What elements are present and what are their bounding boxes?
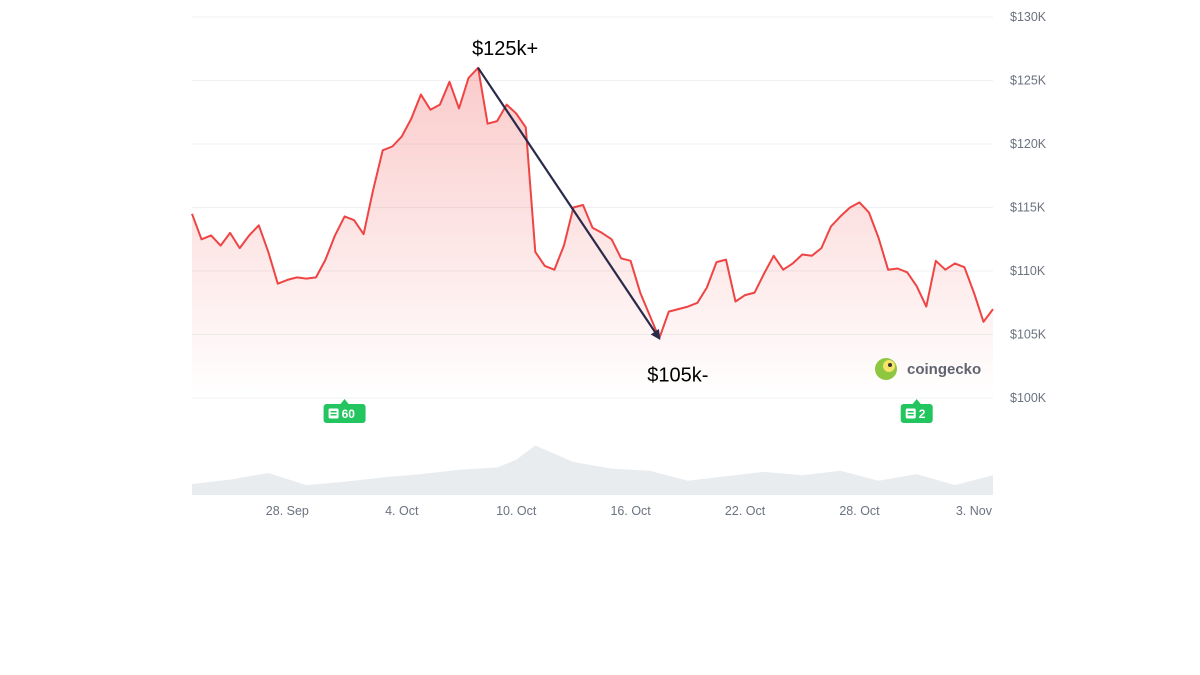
- y-axis-labels: $100K $105K $110K $115K $120K $125K $130K: [1010, 10, 1047, 405]
- y-tick-label: $125K: [1010, 74, 1047, 88]
- price-area: [192, 67, 993, 399]
- x-axis-labels: 28. Sep 4. Oct 10. Oct 16. Oct 22. Oct 28. Oc…: [266, 504, 993, 518]
- news-icon: [328, 408, 339, 419]
- trend-arrow: [477, 67, 661, 340]
- news-badge[interactable]: 2: [900, 399, 933, 423]
- y-tick-label: $105K: [1010, 328, 1047, 342]
- volume-area: [192, 445, 993, 495]
- news-icon-line: [907, 411, 914, 413]
- gecko-eye-icon: [888, 363, 892, 367]
- y-tick-label: $115K: [1010, 201, 1046, 215]
- price-line: [191, 66, 994, 340]
- x-tick-label: 4. Oct: [385, 504, 419, 518]
- y-tick-label: $110K: [1010, 264, 1046, 278]
- y-tick-label: $100K: [1010, 391, 1047, 405]
- annotations: $125k+ $105k-: [472, 38, 708, 387]
- news-badges[interactable]: 60 2: [323, 399, 933, 423]
- annotation-low: $105k-: [647, 364, 708, 386]
- badge-count: 60: [342, 407, 356, 421]
- badge-pointer: [340, 399, 349, 404]
- news-icon: [905, 408, 916, 419]
- brand-name: coingecko: [907, 361, 981, 378]
- price-series-line: [191, 66, 994, 340]
- news-icon-line: [907, 414, 914, 416]
- x-tick-label: 3. Nov: [956, 504, 993, 518]
- volume-shape: [192, 445, 993, 495]
- x-tick-label: 16. Oct: [610, 504, 651, 518]
- news-badge[interactable]: 60: [323, 399, 366, 423]
- coingecko-logo: coingecko: [875, 358, 981, 380]
- y-tick-label: $130K: [1010, 10, 1047, 24]
- x-tick-label: 22. Oct: [725, 504, 766, 518]
- x-tick-label: 28. Oct: [839, 504, 880, 518]
- price-area-fill: [192, 67, 993, 399]
- trend-arrow-line: [477, 67, 661, 340]
- badge-pointer: [912, 399, 921, 404]
- x-tick-label: 10. Oct: [496, 504, 537, 518]
- news-icon-line: [330, 411, 337, 413]
- badge-body: [900, 404, 933, 423]
- annotation-high: $125k+: [472, 38, 538, 60]
- x-tick-label: 28. Sep: [266, 504, 309, 518]
- news-icon-line: [330, 414, 337, 416]
- badge-count: 2: [919, 407, 926, 421]
- y-tick-label: $120K: [1010, 137, 1047, 151]
